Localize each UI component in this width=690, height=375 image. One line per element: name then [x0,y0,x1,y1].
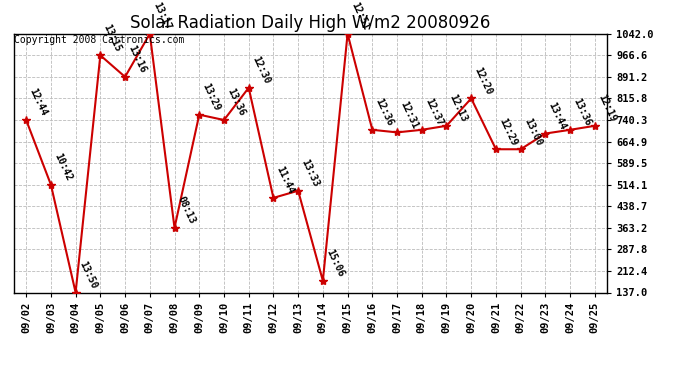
Text: 13:29: 13:29 [201,81,222,112]
Text: 12:30: 12:30 [250,55,271,86]
Text: 12:13: 12:13 [448,93,469,123]
Text: 12:36: 12:36 [373,97,395,128]
Text: 12:29: 12:29 [497,116,519,147]
Text: 12:20: 12:20 [473,65,494,96]
Text: 13:15: 13:15 [101,22,123,53]
Text: 13:16: 13:16 [126,44,148,75]
Text: 13:44: 13:44 [546,100,568,131]
Text: 13:33: 13:33 [299,158,321,188]
Text: 13:50: 13:50 [77,260,99,290]
Text: 12:31: 12:31 [398,99,420,130]
Text: Copyright 2008 Cartronics.com: Copyright 2008 Cartronics.com [14,35,185,45]
Text: 13:36: 13:36 [571,97,593,128]
Text: 15:06: 15:06 [324,248,346,279]
Text: 12:37: 12:37 [423,97,444,128]
Text: 08:13: 08:13 [176,195,197,225]
Title: Solar Radiation Daily High W/m2 20080926: Solar Radiation Daily High W/m2 20080926 [130,14,491,32]
Text: 12:51: 12:51 [349,1,371,32]
Text: 13:36: 13:36 [225,87,247,118]
Text: 11:44: 11:44 [275,165,296,196]
Text: 13:17: 13:17 [151,1,172,32]
Text: 12:19: 12:19 [596,93,618,123]
Text: 12:44: 12:44 [28,87,49,118]
Text: 13:00: 13:00 [522,116,544,147]
Text: 10:42: 10:42 [52,152,74,182]
